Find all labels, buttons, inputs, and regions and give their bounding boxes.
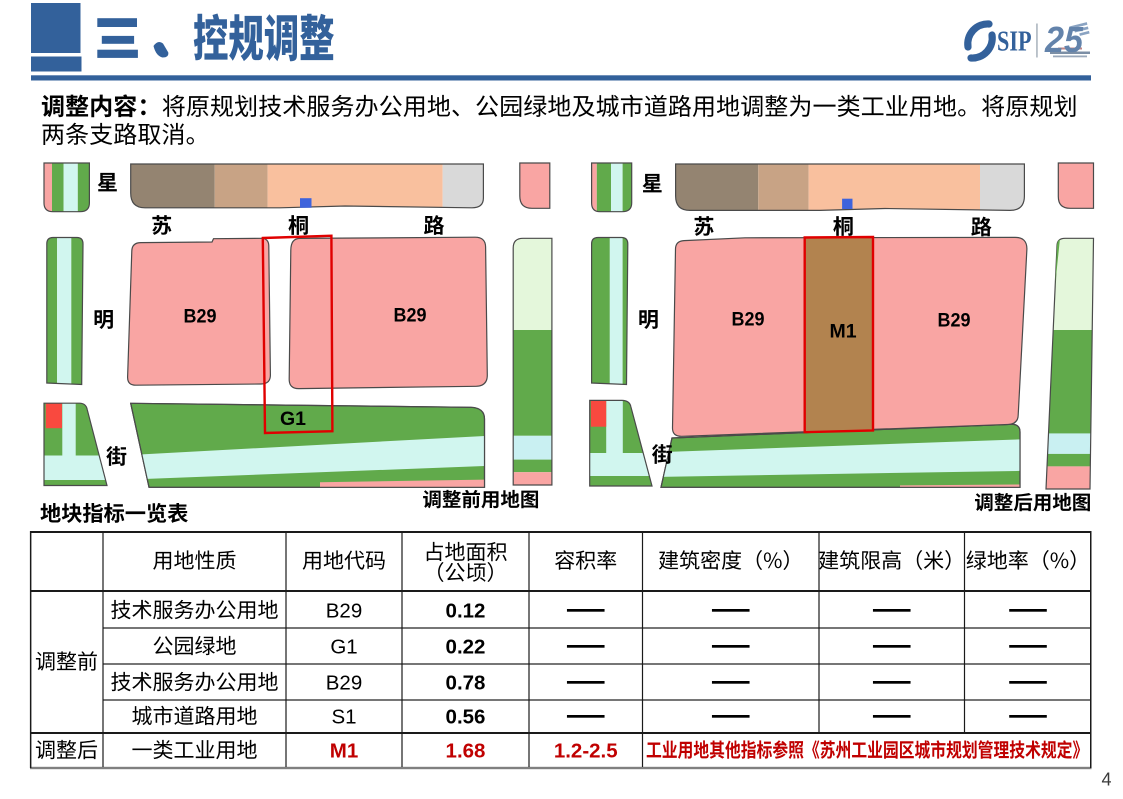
svg-text:0.22: 0.22 — [446, 636, 486, 659]
svg-text:0.78: 0.78 — [446, 672, 486, 695]
svg-text:B29: B29 — [326, 600, 362, 623]
svg-text:0.12: 0.12 — [446, 600, 486, 623]
svg-text:G1: G1 — [280, 408, 306, 430]
svg-text:G1: G1 — [330, 636, 357, 659]
svg-text:B29: B29 — [938, 310, 971, 332]
svg-text:S1: S1 — [331, 706, 356, 729]
svg-text:1.68: 1.68 — [446, 740, 486, 763]
svg-text:M1: M1 — [829, 321, 856, 343]
svg-text:1.2-2.5: 1.2-2.5 — [554, 740, 618, 763]
svg-text:25: 25 — [1044, 19, 1084, 60]
svg-text:B29: B29 — [394, 305, 427, 327]
svg-text:B29: B29 — [732, 309, 765, 331]
svg-text:0.56: 0.56 — [446, 706, 486, 729]
svg-text:B29: B29 — [326, 672, 362, 695]
svg-text:SIP: SIP — [997, 27, 1032, 58]
svg-text:B29: B29 — [184, 306, 217, 328]
svg-text:M1: M1 — [330, 740, 358, 763]
svg-text:4: 4 — [1101, 770, 1111, 790]
